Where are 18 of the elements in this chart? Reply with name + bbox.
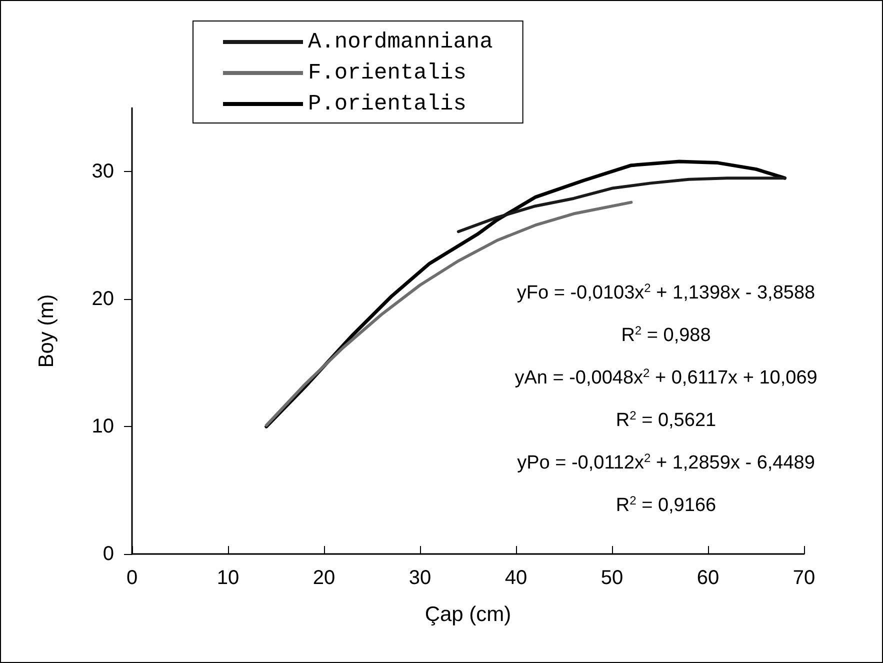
y-tick-label: 30 xyxy=(92,160,114,183)
y-axis-title: Boy (m) xyxy=(35,294,58,368)
x-tick-label: 0 xyxy=(126,567,138,589)
legend-label: P.orientalis xyxy=(308,92,466,116)
x-tick-label: 50 xyxy=(600,567,624,589)
legend-label: F.orientalis xyxy=(308,60,466,86)
y-tick-label: 10 xyxy=(92,416,114,438)
legend-label: A.nordmanniana xyxy=(308,30,493,54)
x-tick-label: 70 xyxy=(792,567,816,589)
y-tick-label: 0 xyxy=(102,543,114,565)
x-tick-label: 30 xyxy=(408,567,432,589)
x-tick-label: 20 xyxy=(312,567,336,589)
x-tick-label: 60 xyxy=(696,567,720,589)
x-tick-label: 10 xyxy=(216,567,240,589)
x-axis-title: Çap (cm) xyxy=(424,603,512,626)
line-series xyxy=(456,176,786,234)
y-tick-label: 20 xyxy=(92,288,114,310)
x-tick-label: 40 xyxy=(504,567,528,589)
